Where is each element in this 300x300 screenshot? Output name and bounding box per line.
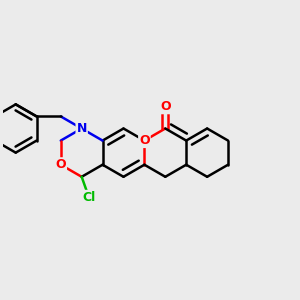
Text: O: O <box>56 158 66 171</box>
Text: O: O <box>139 134 150 147</box>
Text: O: O <box>160 100 171 113</box>
Text: Cl: Cl <box>82 191 95 204</box>
Text: N: N <box>76 122 87 135</box>
